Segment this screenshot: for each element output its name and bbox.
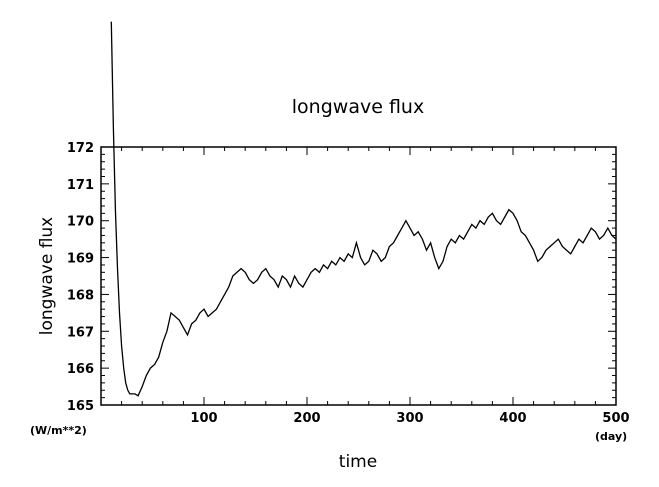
x-axis-label: time <box>339 452 377 472</box>
y-tick-label-4: 169 <box>67 252 94 267</box>
series-line <box>110 21 617 397</box>
x-tick-label-1: 200 <box>293 411 320 426</box>
plot-area <box>100 146 617 406</box>
y-tick-label-2: 167 <box>67 325 94 340</box>
axis-ticks <box>100 146 617 406</box>
x-tick-label-4: 500 <box>602 411 629 426</box>
y-tick-label-5: 170 <box>67 215 94 230</box>
y-tick-label-3: 168 <box>67 288 94 303</box>
x-tick-label-0: 100 <box>190 411 217 426</box>
x-unit-label: (day) <box>595 430 627 443</box>
x-tick-label-3: 400 <box>499 411 526 426</box>
y-tick-label-7: 172 <box>67 141 94 156</box>
y-unit-label: (W/m**2) <box>30 424 87 437</box>
y-tick-label-1: 166 <box>67 362 94 377</box>
y-tick-label-6: 171 <box>67 178 94 193</box>
x-tick-label-2: 300 <box>396 411 423 426</box>
chart-title: longwave flux <box>292 96 424 118</box>
axis-tick-labels: 100 200 300 400 500 165 166 167 168 169 170 171 172 <box>67 141 630 426</box>
y-axis-label: longwave flux <box>37 217 57 335</box>
plot-border <box>100 146 617 406</box>
y-tick-label-0: 165 <box>67 399 94 414</box>
